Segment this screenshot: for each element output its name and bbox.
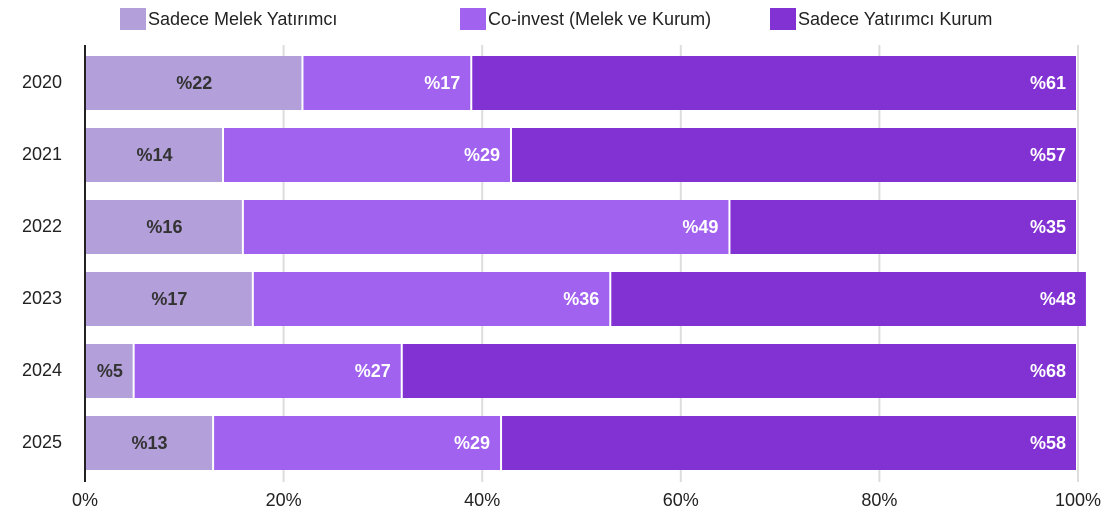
y-tick-label: 2024 [22, 360, 62, 380]
bar-segment [85, 344, 133, 398]
data-label: %57 [1030, 145, 1066, 165]
x-tick-label: 40% [464, 490, 500, 510]
data-label: %17 [151, 289, 187, 309]
legend-label: Sadece Yatırımcı Kurum [798, 9, 992, 29]
bar-segment [85, 56, 302, 110]
bar-segment [402, 344, 1076, 398]
data-label: %5 [97, 361, 123, 381]
legend-swatch [120, 8, 146, 30]
data-label: %13 [132, 433, 168, 453]
bar-segment [253, 272, 610, 326]
bar-segment [85, 200, 242, 254]
bar-segment [85, 416, 213, 470]
x-tick-label: 0% [72, 490, 98, 510]
x-tick-label: 20% [266, 490, 302, 510]
data-label: %29 [464, 145, 500, 165]
x-tick-label: 80% [861, 490, 897, 510]
bar-segment [224, 128, 510, 182]
bar-segment [85, 272, 252, 326]
bar-segment [85, 128, 223, 182]
bar-segment [730, 200, 1076, 254]
data-label: %36 [563, 289, 599, 309]
legend-swatch [460, 8, 486, 30]
bar-segment [134, 344, 401, 398]
data-label: %48 [1040, 289, 1076, 309]
x-tick-label: 60% [663, 490, 699, 510]
x-tick-label: 100% [1055, 490, 1101, 510]
bar-segment [611, 272, 1086, 326]
data-label: %22 [176, 73, 212, 93]
bar-segment [502, 416, 1076, 470]
data-label: %16 [146, 217, 182, 237]
data-label: %27 [355, 361, 391, 381]
legend-label: Co-invest (Melek ve Kurum) [488, 9, 711, 29]
data-label: %29 [454, 433, 490, 453]
bar-segment [511, 128, 1076, 182]
data-label: %35 [1030, 217, 1066, 237]
bar-segment [303, 56, 471, 110]
data-label: %58 [1030, 433, 1066, 453]
y-tick-label: 2022 [22, 216, 62, 236]
bar-segment [214, 416, 501, 470]
y-tick-label: 2021 [22, 144, 62, 164]
bar-segment [243, 200, 729, 254]
data-label: %68 [1030, 361, 1066, 381]
data-label: %14 [136, 145, 172, 165]
y-tick-label: 2020 [22, 72, 62, 92]
y-tick-label: 2025 [22, 432, 62, 452]
bar-segment [472, 56, 1076, 110]
data-label: %17 [424, 73, 460, 93]
legend-swatch [770, 8, 796, 30]
legend-label: Sadece Melek Yatırımcı [148, 9, 337, 29]
y-tick-label: 2023 [22, 288, 62, 308]
data-label: %49 [682, 217, 718, 237]
data-label: %61 [1030, 73, 1066, 93]
